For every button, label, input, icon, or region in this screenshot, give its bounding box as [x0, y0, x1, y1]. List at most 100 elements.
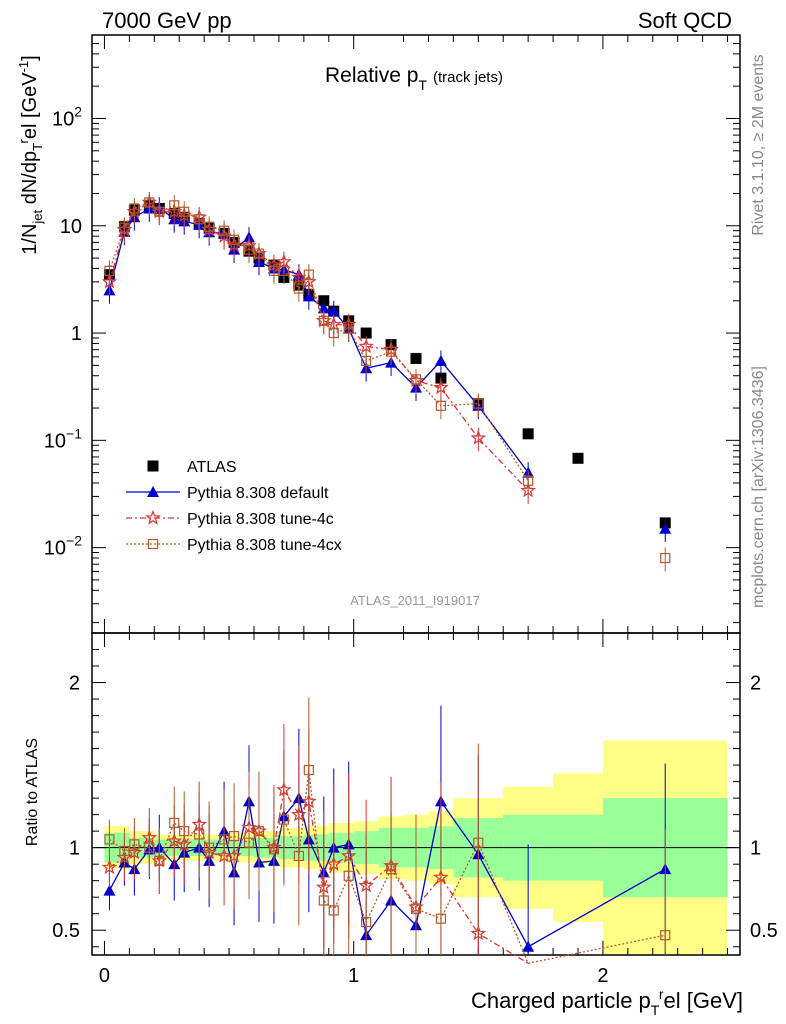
main-marker-tune4cx: [154, 206, 165, 217]
ratio-marker-tune4cx: [278, 814, 290, 825]
main-marker-tune4cx: [303, 269, 314, 280]
ratio-marker-default: [103, 884, 116, 896]
main-marker-tune4cx: [293, 283, 304, 294]
ratio-panel-marks: [101, 697, 672, 965]
legend-marker-default: [147, 486, 159, 497]
main-marker-atlas: [360, 327, 372, 339]
ratio-marker-tune4cx: [268, 844, 280, 855]
ratio-marker-tune4cx: [361, 916, 372, 928]
ratio-y-tick-label-right: 0.5: [750, 920, 778, 942]
main-marker-tune4cx: [253, 248, 265, 259]
ratio-ylabel: Ratio to ATLAS: [24, 738, 41, 846]
main-marker-tune4c: [470, 429, 487, 445]
main-marker-tune4cx: [385, 346, 397, 357]
main-line-default: [109, 208, 665, 529]
main-marker-tune4cx: [194, 214, 205, 225]
legend: ATLAS Pythia 8.308 default Pythia 8.308 tu…: [126, 459, 342, 554]
ratio-marker-tune4cx: [243, 837, 255, 848]
ratio-y-tick-label: 1: [69, 838, 80, 860]
main-marker-default: [317, 302, 330, 314]
ratio-marker-tune4cx: [119, 845, 130, 857]
plot-title-note: (track jets): [433, 69, 503, 86]
ratio-marker-tune4cx: [343, 870, 354, 881]
y-tick-exponent: −2: [66, 533, 82, 549]
main-marker-tune4cx: [104, 265, 115, 276]
y-tick-label: 10−1: [44, 425, 82, 452]
y-tick-label: 102: [52, 103, 82, 130]
main-marker-tune4cx: [129, 203, 140, 214]
header-right: Soft QCD: [638, 8, 732, 33]
plot-title-main: Relative p: [325, 64, 418, 87]
y-tick-label: 10: [60, 216, 82, 238]
legend-marker-tune4cx: [147, 538, 159, 550]
ratio-marker-tune4cx: [253, 826, 265, 837]
main-marker-default: [659, 522, 672, 534]
ratio-marker-tune4cx: [435, 913, 447, 924]
ratio-y-tick-label: 2: [69, 673, 80, 695]
x-tick-label: 2: [597, 965, 608, 987]
legend-marker-atlas: [147, 460, 159, 472]
main-marker-tune4cx: [144, 197, 155, 208]
legend-label: Pythia 8.308 tune-4cx: [187, 537, 342, 554]
y-tick-exponent: 2: [74, 103, 82, 119]
main-marker-tune4cx: [228, 234, 240, 245]
main-marker-default: [434, 354, 447, 366]
main-marker-tune4cx: [119, 222, 130, 233]
ratio-marker-tune4cx: [293, 850, 304, 862]
ratio-marker-tune4cx: [318, 895, 329, 906]
ratio-marker-tune4cx: [194, 829, 205, 840]
analysis-id: ATLAS_2011_I919017: [350, 593, 480, 608]
main-marker-tune4cx: [410, 374, 422, 385]
header-left: 7000 GeV pp: [102, 8, 232, 33]
main-marker-tune4cx: [204, 221, 215, 232]
main-marker-tune4cx: [268, 265, 280, 276]
ratio-marker-tune4cx: [410, 903, 422, 914]
x-tick-label: 0: [99, 965, 110, 987]
ratio-marker-tune4cx: [104, 834, 115, 845]
main-marker-tune4cx: [169, 200, 180, 211]
main-marker-tune4cx: [660, 552, 671, 564]
main-marker-tune4cx: [473, 398, 484, 409]
ratio-marker-tune4c: [101, 859, 118, 875]
legend-label: ATLAS: [187, 459, 237, 476]
main-marker-atlas: [410, 352, 422, 364]
ratio-marker-tune4cx: [660, 930, 671, 941]
ratio-marker-tune4cx: [218, 834, 230, 845]
y-tick-exponent: −1: [66, 425, 82, 441]
main-marker-tune4cx: [318, 315, 329, 326]
ratio-marker-tune4cx: [179, 826, 190, 837]
main-marker-default: [302, 290, 315, 302]
x-tick-label: 1: [348, 965, 359, 987]
main-marker-tune4cx: [278, 265, 290, 276]
y-tick-label: 10−2: [44, 533, 82, 560]
main-marker-default: [327, 305, 340, 317]
ratio-marker-default: [522, 940, 535, 952]
ratio-y-tick-label-right: 1: [750, 838, 761, 860]
rivet-label: Rivet 3.1.10, ≥ 2M events: [750, 54, 767, 235]
ratio-y-tick-label: 0.5: [52, 920, 80, 942]
main-marker-tune4cx: [361, 355, 372, 367]
main-marker-tune4cx: [343, 323, 354, 334]
legend-marker-tune4c: [145, 509, 161, 525]
main-line-tune4c: [108, 201, 529, 492]
main-panel-marks: [101, 192, 672, 572]
main-marker-tune4cx: [243, 244, 255, 255]
ratio-marker-tune4cx: [129, 839, 140, 850]
ratio-marker-tune4cx: [228, 831, 240, 842]
ratio-marker-tune4cx: [328, 905, 339, 916]
ratio-marker-tune4cx: [154, 855, 165, 866]
main-marker-atlas: [522, 428, 534, 440]
ratio-marker-tune4cx: [473, 837, 484, 848]
mcplots-label: mcplots.cern.ch [arXiv:1306.3436]: [750, 366, 767, 608]
ratio-marker-tune4cx: [303, 764, 314, 776]
main-marker-tune4c: [101, 273, 118, 289]
ratio-marker-tune4cx: [204, 842, 215, 853]
ratio-marker-tune4cx: [385, 864, 397, 875]
xlabel: Charged particle pTrel [GeV]: [471, 986, 743, 1018]
legend-label: Pythia 8.308 default: [187, 485, 329, 502]
ratio-marker-tune4cx: [144, 842, 155, 853]
main-marker-tune4c: [358, 338, 374, 354]
ratio-line-tune4cx: [109, 770, 666, 965]
main-line-tune4cx: [109, 202, 665, 558]
main-marker-tune4cx: [179, 206, 190, 217]
